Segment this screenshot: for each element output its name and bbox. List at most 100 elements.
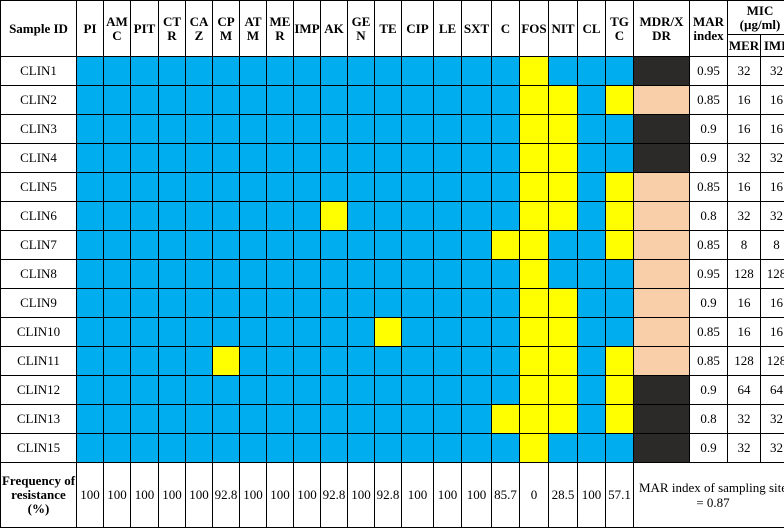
resistant-cell xyxy=(104,347,131,376)
mic-mer-cell: 64 xyxy=(728,376,761,405)
susceptible-cell xyxy=(520,173,549,202)
xdr-cell xyxy=(634,173,690,202)
resistant-cell xyxy=(375,144,402,173)
susceptible-cell xyxy=(606,405,634,434)
resistant-cell xyxy=(434,173,462,202)
mar-index-cell: 0.85 xyxy=(690,318,728,347)
resistant-cell xyxy=(159,260,186,289)
sample-id-cell: CLIN12 xyxy=(1,376,77,405)
header-antibiotic: CA Z xyxy=(186,1,213,57)
resistant-cell xyxy=(131,57,159,86)
resistant-cell xyxy=(492,57,520,86)
susceptible-cell xyxy=(549,144,578,173)
resistant-cell xyxy=(186,115,213,144)
resistant-cell xyxy=(77,434,104,463)
mic-imp-cell: 16 xyxy=(761,318,784,347)
frequency-cell: 100 xyxy=(186,463,213,528)
mic-mer-cell: 16 xyxy=(728,86,761,115)
mic-mer-cell: 16 xyxy=(728,173,761,202)
header-mic-imp: IMP xyxy=(761,35,784,57)
header-antibiotic: CT R xyxy=(159,1,186,57)
sample-id-cell: CLIN2 xyxy=(1,86,77,115)
resistant-cell xyxy=(267,231,294,260)
resistant-cell xyxy=(375,231,402,260)
resistant-cell xyxy=(159,347,186,376)
mic-mer-cell: 16 xyxy=(728,115,761,144)
footer-label: Frequency of resistance (%) xyxy=(1,463,77,528)
resistant-cell xyxy=(213,231,240,260)
resistant-cell xyxy=(434,434,462,463)
resistant-cell xyxy=(213,260,240,289)
resistant-cell xyxy=(375,347,402,376)
susceptible-cell xyxy=(520,260,549,289)
resistant-cell xyxy=(549,434,578,463)
frequency-cell: 100 xyxy=(402,463,434,528)
resistant-cell xyxy=(267,260,294,289)
resistant-cell xyxy=(213,434,240,463)
resistant-cell xyxy=(492,86,520,115)
resistant-cell xyxy=(159,405,186,434)
resistant-cell xyxy=(578,231,606,260)
mar-index-cell: 0.9 xyxy=(690,144,728,173)
resistant-cell xyxy=(267,347,294,376)
resistant-cell xyxy=(492,376,520,405)
header-antibiotic: SXT xyxy=(462,1,492,57)
mic-mer-cell: 8 xyxy=(728,231,761,260)
resistant-cell xyxy=(77,86,104,115)
resistant-cell xyxy=(213,318,240,347)
resistant-cell xyxy=(186,434,213,463)
resistant-cell xyxy=(434,405,462,434)
frequency-cell: 100 xyxy=(578,463,606,528)
mar-index-cell: 0.9 xyxy=(690,115,728,144)
resistant-cell xyxy=(240,57,267,86)
resistant-cell xyxy=(492,347,520,376)
resistant-cell xyxy=(213,57,240,86)
resistant-cell xyxy=(549,231,578,260)
susceptible-cell xyxy=(520,289,549,318)
resistant-cell xyxy=(267,86,294,115)
header-antibiotic: NIT xyxy=(549,1,578,57)
resistant-cell xyxy=(186,376,213,405)
mdr-cell xyxy=(634,57,690,86)
resistant-cell xyxy=(606,289,634,318)
resistant-cell xyxy=(434,318,462,347)
header-antibiotic: CP M xyxy=(213,1,240,57)
mic-mer-cell: 16 xyxy=(728,318,761,347)
resistant-cell xyxy=(77,144,104,173)
frequency-cell: 100 xyxy=(77,463,104,528)
susceptible-cell xyxy=(549,86,578,115)
resistant-cell xyxy=(240,173,267,202)
mic-mer-cell: 128 xyxy=(728,260,761,289)
resistant-cell xyxy=(213,115,240,144)
resistant-cell xyxy=(294,115,321,144)
frequency-cell: 100 xyxy=(348,463,375,528)
resistant-cell xyxy=(348,347,375,376)
header-antibiotic: TG C xyxy=(606,1,634,57)
susceptible-cell xyxy=(520,144,549,173)
header-antibiotic: PIT xyxy=(131,1,159,57)
mic-mer-cell: 32 xyxy=(728,57,761,86)
susceptible-cell xyxy=(520,434,549,463)
susceptible-cell xyxy=(549,202,578,231)
resistant-cell xyxy=(348,202,375,231)
resistant-cell xyxy=(131,202,159,231)
header-antibiotic: CIP xyxy=(402,1,434,57)
resistant-cell xyxy=(131,347,159,376)
resistant-cell xyxy=(131,144,159,173)
frequency-cell: 100 xyxy=(267,463,294,528)
mdr-cell xyxy=(634,144,690,173)
resistant-cell xyxy=(294,260,321,289)
resistant-cell xyxy=(240,260,267,289)
sample-id-cell: CLIN9 xyxy=(1,289,77,318)
resistant-cell xyxy=(240,144,267,173)
frequency-cell: 57.1 xyxy=(606,463,634,528)
susceptible-cell xyxy=(321,202,348,231)
mic-imp-cell: 32 xyxy=(761,405,784,434)
resistant-cell xyxy=(492,173,520,202)
resistant-cell xyxy=(321,347,348,376)
resistant-cell xyxy=(240,231,267,260)
